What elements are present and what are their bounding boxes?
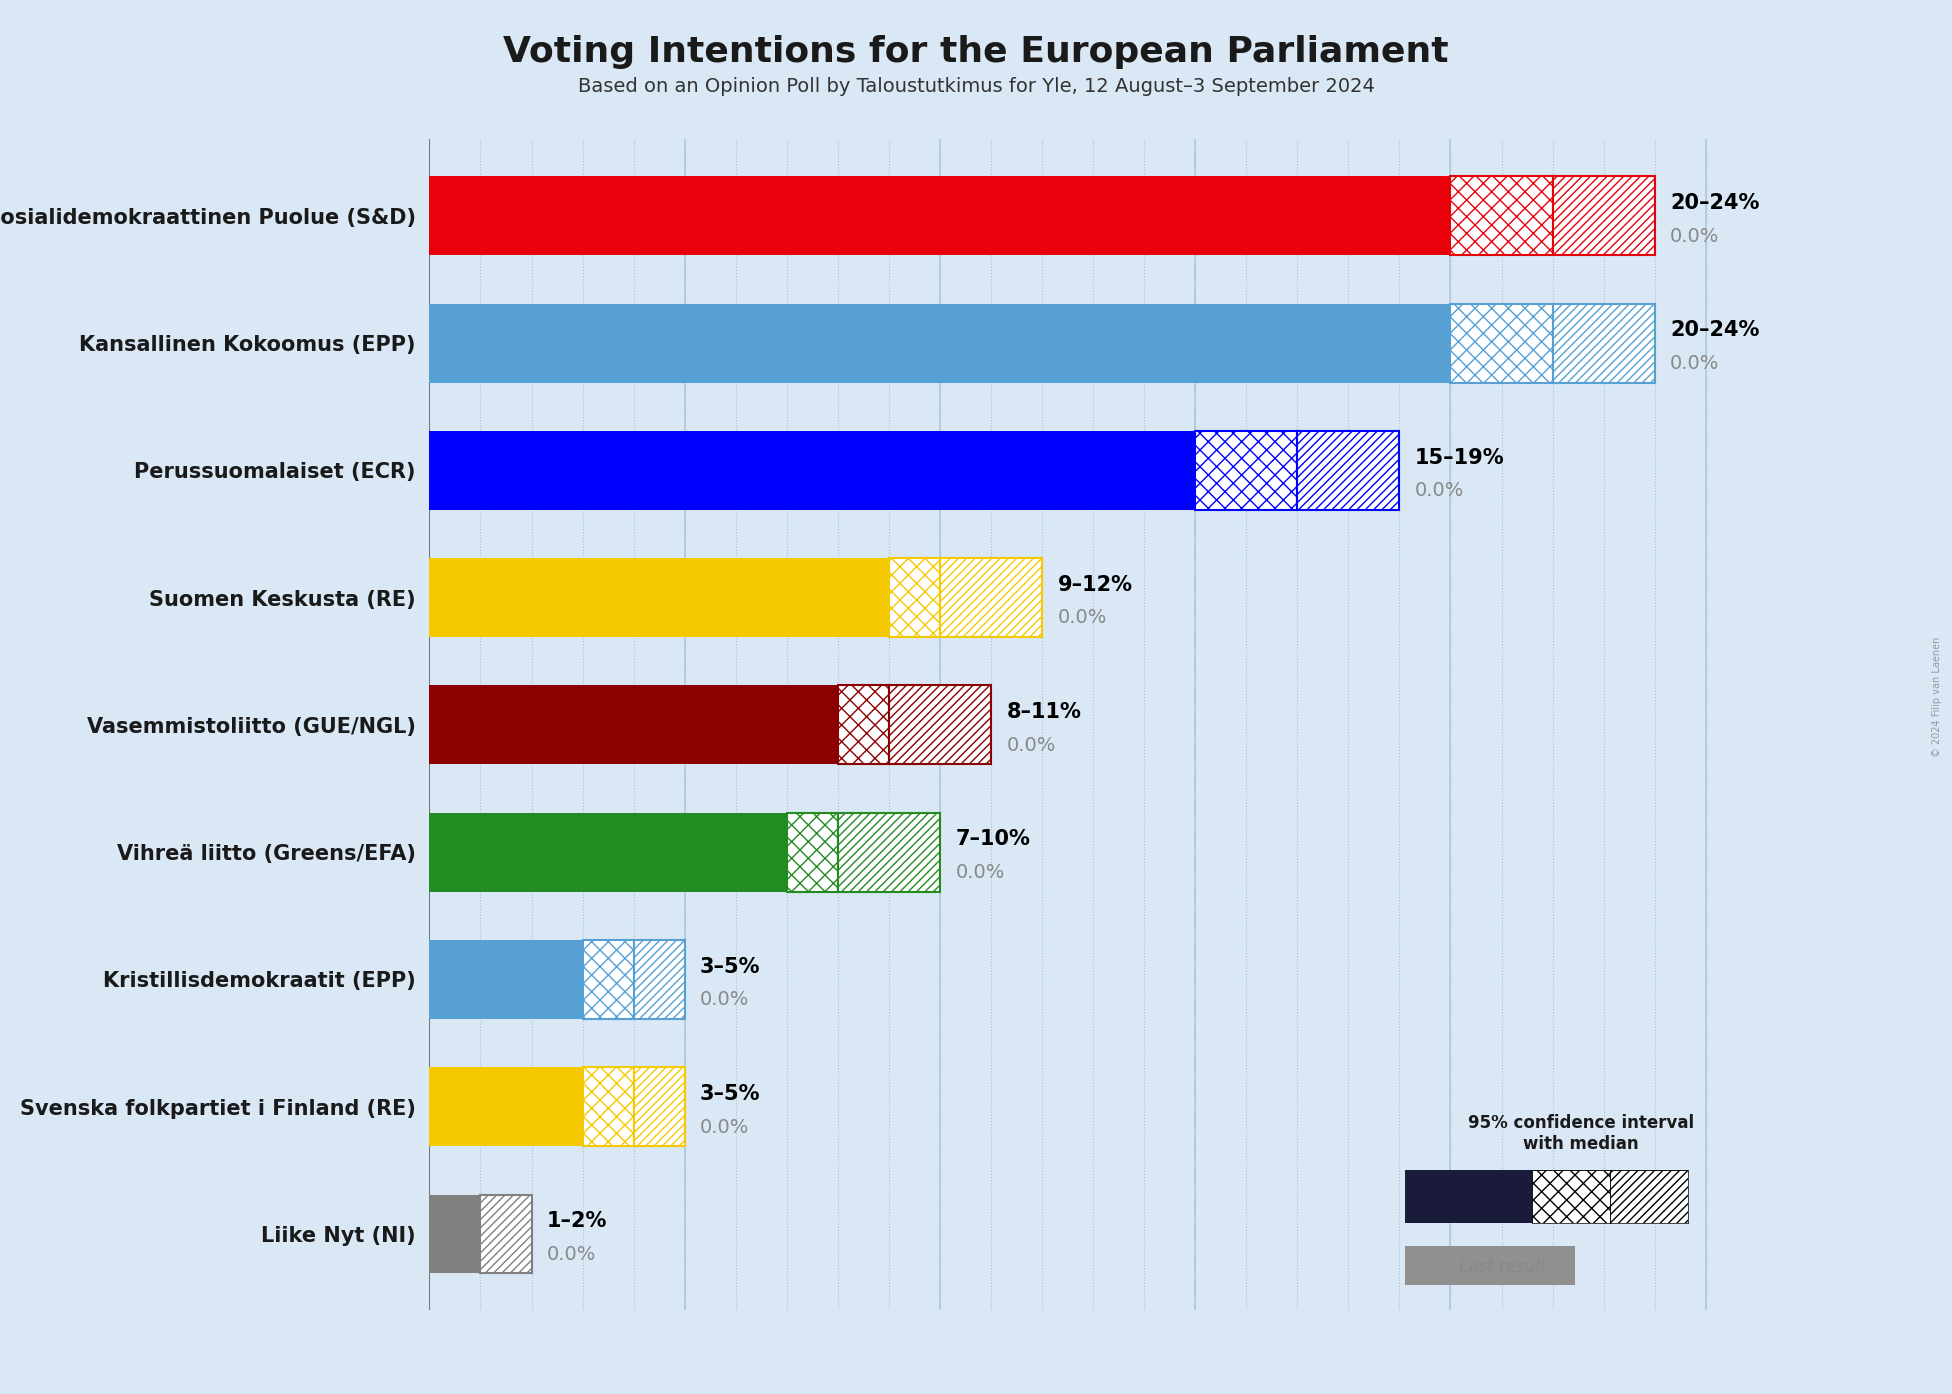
Bar: [1195, 431, 1298, 510]
Text: 15–19%: 15–19%: [1415, 447, 1505, 467]
Text: 8–11%: 8–11%: [1007, 703, 1081, 722]
Text: 3–5%: 3–5%: [701, 956, 761, 977]
Text: 0.0%: 0.0%: [1058, 608, 1107, 627]
Text: 95% confidence interval
with median: 95% confidence interval with median: [1468, 1114, 1694, 1153]
Text: 0.0%: 0.0%: [1671, 354, 1720, 374]
Text: 7–10%: 7–10%: [955, 829, 1031, 849]
Bar: [429, 813, 787, 892]
Bar: [480, 1195, 531, 1274]
Bar: [429, 686, 837, 764]
Bar: [837, 686, 888, 764]
Bar: [787, 813, 837, 892]
Bar: [429, 304, 1450, 382]
Bar: [837, 813, 941, 892]
Text: Voting Intentions for the European Parliament: Voting Intentions for the European Parli…: [504, 35, 1448, 68]
Text: 0.0%: 0.0%: [701, 990, 750, 1009]
Text: 0.0%: 0.0%: [1671, 227, 1720, 245]
Bar: [429, 558, 888, 637]
Bar: [941, 558, 1042, 637]
Text: 9–12%: 9–12%: [1058, 574, 1132, 595]
Bar: [429, 431, 1195, 510]
Bar: [1552, 304, 1655, 382]
Bar: [1450, 176, 1552, 255]
Text: 0.0%: 0.0%: [547, 1245, 595, 1264]
Text: 20–24%: 20–24%: [1671, 321, 1759, 340]
Text: 0.0%: 0.0%: [1415, 481, 1464, 500]
Text: 20–24%: 20–24%: [1671, 192, 1759, 213]
Bar: [888, 686, 992, 764]
Bar: [634, 940, 685, 1019]
Bar: [1298, 431, 1400, 510]
Bar: [1552, 176, 1655, 255]
FancyBboxPatch shape: [1532, 1170, 1610, 1223]
Bar: [582, 940, 634, 1019]
Bar: [429, 1068, 582, 1146]
Bar: [634, 1068, 685, 1146]
Bar: [429, 1195, 480, 1274]
Bar: [1450, 304, 1552, 382]
Bar: [429, 176, 1450, 255]
Text: 3–5%: 3–5%: [701, 1085, 761, 1104]
Text: Based on an Opinion Poll by Taloustutkimus for Yle, 12 August–3 September 2024: Based on an Opinion Poll by Taloustutkim…: [578, 77, 1374, 96]
Text: © 2024 Filip van Laenen: © 2024 Filip van Laenen: [1932, 637, 1942, 757]
Bar: [429, 940, 582, 1019]
Text: 0.0%: 0.0%: [1007, 736, 1056, 754]
Text: 0.0%: 0.0%: [955, 863, 1005, 882]
Text: 0.0%: 0.0%: [701, 1118, 750, 1136]
FancyBboxPatch shape: [1610, 1170, 1688, 1223]
Bar: [582, 1068, 634, 1146]
Text: 1–2%: 1–2%: [547, 1211, 607, 1231]
Text: Last result: Last result: [1460, 1257, 1546, 1276]
Bar: [888, 558, 941, 637]
